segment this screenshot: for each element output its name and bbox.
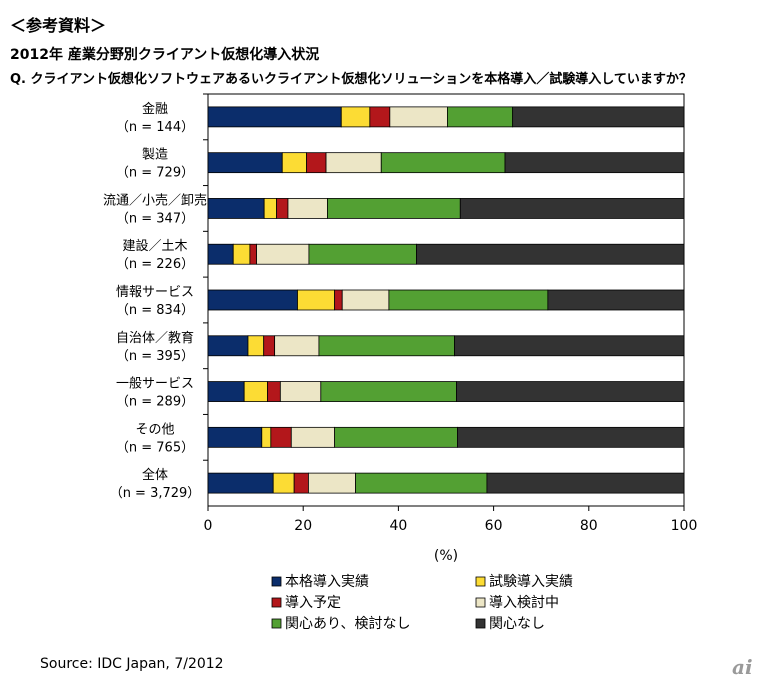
category-label: その他 — [135, 422, 174, 437]
category-label: 金融 — [142, 101, 168, 117]
bar-segment — [340, 106, 371, 128]
bar-segment — [207, 335, 249, 357]
category-label: 情報サービス — [116, 285, 194, 300]
x-tick-label: 40 — [389, 518, 407, 534]
legend-swatch — [475, 618, 486, 629]
bar-segment — [279, 381, 322, 402]
category-label: 一般サービス — [116, 376, 194, 392]
category-sample-size: （n = 395） — [116, 349, 194, 364]
bar-segment — [486, 472, 685, 494]
bar-segment — [512, 106, 685, 128]
bar-segment — [243, 381, 268, 402]
bar-segment — [207, 198, 265, 219]
bar-segment — [207, 289, 298, 311]
bar-segment — [247, 335, 265, 357]
bar-segment — [308, 472, 356, 494]
x-tick-label: 100 — [671, 518, 698, 534]
x-tick-label: 20 — [294, 518, 312, 534]
x-tick-label: 0 — [204, 518, 213, 534]
legend-swatch — [475, 597, 486, 608]
category-sample-size: （n = 765） — [116, 440, 194, 455]
legend-swatch — [271, 618, 282, 629]
bar-segment — [287, 198, 328, 219]
bar-segment — [274, 335, 320, 357]
bar-segment — [207, 472, 274, 494]
category-label: 全体 — [142, 467, 168, 483]
category-sample-size: （n = 226） — [116, 257, 194, 272]
bar-segment — [249, 243, 257, 265]
survey-question: Q. クライアント仮想化ソフトウェアあるいクライアント仮想化ソリューションを本格… — [10, 72, 692, 87]
legend-label: 導入予定 — [285, 595, 341, 611]
bar-segment — [207, 152, 283, 174]
bar-segment — [207, 106, 342, 128]
legend-label: 導入検討中 — [489, 595, 559, 611]
bar-segment — [207, 381, 245, 402]
category-sample-size: （n = 289） — [116, 395, 194, 410]
reference-label: ＜参考資料＞ — [10, 16, 107, 35]
legend-swatch — [475, 576, 486, 587]
bar-segment — [334, 426, 458, 448]
bar-segment — [389, 106, 448, 128]
category-sample-size: （n = 729） — [116, 166, 194, 181]
bar-segment — [207, 243, 234, 265]
bar-segment — [293, 472, 309, 494]
legend-label: 本格導入実績 — [285, 574, 369, 590]
bar-segment — [334, 289, 343, 311]
bar-segment — [325, 152, 382, 174]
category-sample-size: （n = 3,729） — [110, 486, 201, 501]
bar-segment — [327, 198, 461, 219]
bar-segment — [263, 198, 277, 219]
category-sample-size: （n = 834） — [116, 303, 194, 318]
bar-segment — [355, 472, 488, 494]
bar-segment — [504, 152, 685, 174]
bar-segment — [416, 243, 685, 265]
bar-segment — [290, 426, 336, 448]
legend-swatch — [271, 597, 282, 608]
bar-segment — [256, 243, 310, 265]
bar-segment — [459, 198, 685, 219]
bar-segment — [388, 289, 549, 311]
bar-segment — [380, 152, 506, 174]
bar-segment — [454, 335, 685, 357]
bar-segment — [447, 106, 514, 128]
legend-label: 関心なし — [489, 616, 545, 632]
source-note: Source: IDC Japan, 7/2012 — [40, 656, 224, 672]
category-label: 流通／小売／卸売 — [103, 192, 207, 208]
bar-segment — [281, 152, 307, 174]
bar-segment — [270, 426, 292, 448]
bar-segment — [547, 289, 685, 311]
bar-segment — [261, 426, 272, 448]
bar-segment — [457, 426, 685, 448]
category-label: 建設／土木 — [122, 238, 187, 254]
bar-segment — [369, 106, 391, 128]
bar-segment — [267, 381, 281, 402]
legend-label: 試験導入実績 — [489, 574, 573, 590]
bar-segment — [207, 426, 263, 448]
chart-title: 2012年 産業分野別クライアント仮想化導入状況 — [10, 47, 320, 63]
bar-segment — [318, 335, 455, 357]
publisher-logo: ai — [732, 655, 753, 679]
category-sample-size: （n = 347） — [116, 211, 194, 226]
bar-segment — [341, 289, 390, 311]
legend-swatch — [271, 576, 282, 587]
category-sample-size: （n = 144） — [116, 120, 194, 135]
bar-segment — [272, 472, 295, 494]
bar-segment — [306, 152, 327, 174]
bar-segment — [456, 381, 685, 402]
x-tick-label: 80 — [580, 518, 598, 534]
category-label: 自治体／教育 — [116, 330, 194, 346]
x-axis-label: (%) — [434, 548, 458, 564]
bar-segment — [308, 243, 417, 265]
bar-segment — [276, 198, 289, 219]
bar-segment — [263, 335, 276, 357]
bar-segment — [232, 243, 251, 265]
category-label: 製造 — [142, 148, 168, 163]
bar-segment — [320, 381, 457, 402]
x-tick-label: 60 — [485, 518, 503, 534]
bar-segment — [297, 289, 336, 311]
legend-label: 関心あり、検討なし — [285, 616, 410, 632]
